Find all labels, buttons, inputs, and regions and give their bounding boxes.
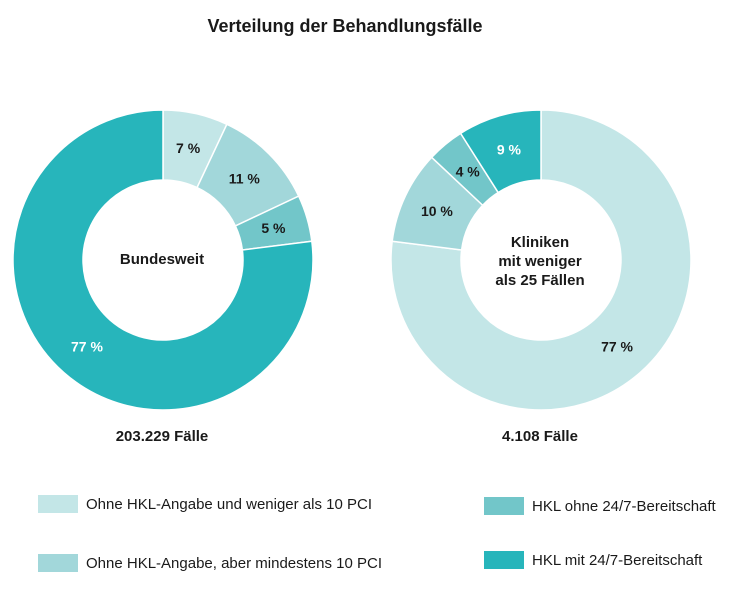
slice-value-label: 11 % — [229, 171, 261, 187]
donut-chart-bundesweit: 7 % 11 % 5 % 77 % — [12, 109, 314, 411]
donut-center-label-bundesweit: Bundesweit — [119, 251, 205, 268]
legend-item-ohne-hkl-mindestens-10: Ohne HKL-Angabe, aber mindestens 10 PCI — [38, 554, 382, 572]
center-label-line: Kliniken — [510, 234, 570, 251]
slice-value-label: 5 % — [261, 220, 286, 236]
legend-swatch — [38, 495, 78, 513]
legend-label: HKL ohne 24/7-Bereitschaft — [532, 497, 716, 515]
donut-slice — [390, 109, 692, 411]
legend-item-hkl-ohne-24-7: HKL ohne 24/7-Bereitschaft — [484, 497, 716, 515]
slice-value-label: 77 % — [601, 338, 633, 354]
donut-center-label-kliniken: Kliniken mit weniger als 25 Fällen — [470, 233, 610, 290]
chart-title: Verteilung der Behandlungsfälle — [207, 16, 483, 36]
slice-value-label: 7 % — [176, 140, 201, 156]
legend-item-ohne-hkl-weniger-10: Ohne HKL-Angabe und weniger als 10 PCI — [38, 495, 372, 513]
legend-swatch — [484, 497, 524, 515]
total-cases-bundesweit: 203.229 Fälle — [115, 428, 209, 445]
legend-swatch — [484, 551, 524, 569]
legend-label: Ohne HKL-Angabe und weniger als 10 PCI — [86, 495, 373, 513]
total-cases-kliniken: 4.108 Fälle — [502, 428, 578, 445]
center-label-line: als 25 Fällen — [495, 272, 585, 289]
donut-slice — [12, 109, 314, 411]
slice-value-label: 9 % — [497, 142, 522, 158]
center-label-line: mit weniger — [498, 253, 582, 270]
donut-slice — [459, 109, 542, 194]
legend-item-hkl-mit-24-7: HKL mit 24/7-Bereitschaft — [484, 551, 702, 569]
legend-label: Ohne HKL-Angabe, aber mindestens 10 PCI — [86, 554, 383, 572]
slice-value-label: 10 % — [421, 203, 453, 219]
legend-label: HKL mit 24/7-Bereitschaft — [532, 551, 703, 569]
donut-chart-kliniken: 77 % 10 % 4 % 9 % — [390, 109, 692, 411]
slice-value-label: 77 % — [71, 338, 103, 354]
slice-value-label: 4 % — [456, 163, 481, 179]
legend-swatch — [38, 554, 78, 572]
